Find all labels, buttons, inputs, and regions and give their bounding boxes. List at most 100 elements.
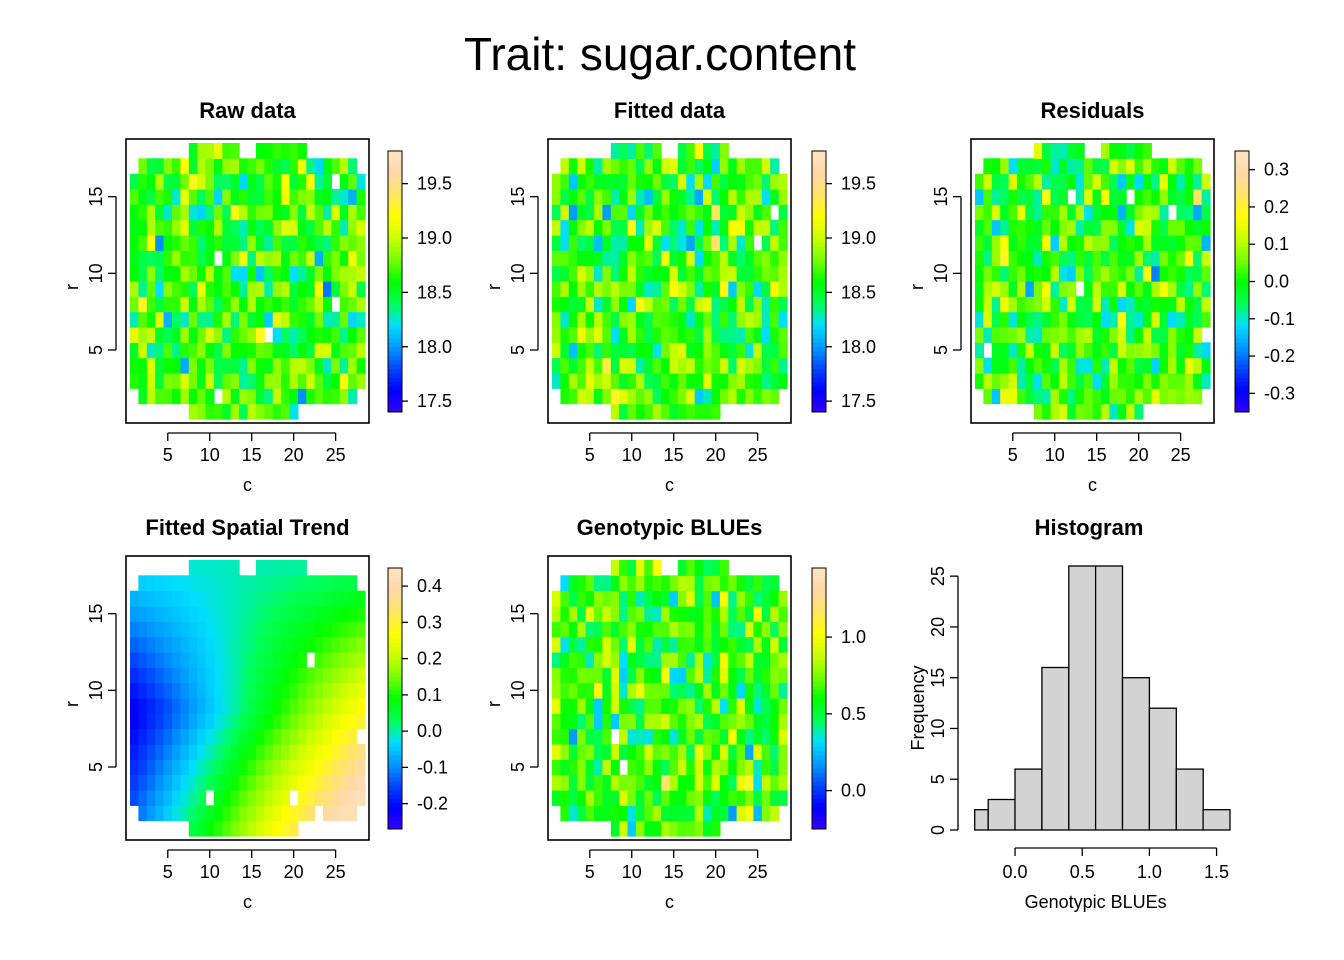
legend-swatch <box>1235 311 1249 317</box>
heatmap-cell <box>1042 357 1052 374</box>
heatmap-cell <box>163 342 173 359</box>
heatmap-cell <box>348 296 358 313</box>
heatmap-cell <box>1176 189 1186 205</box>
heatmap-cell <box>770 667 780 684</box>
heatmap-cell <box>180 342 190 359</box>
heatmap-cell <box>610 744 620 760</box>
heatmap-cell <box>644 204 654 221</box>
heatmap-cell <box>314 158 324 175</box>
heatmap-cell <box>745 158 754 175</box>
x-tick-label: 5 <box>585 862 595 882</box>
heatmap-cell <box>585 173 595 190</box>
heatmap-cell <box>146 357 156 374</box>
heatmap-cell <box>778 621 788 638</box>
heatmap-cell <box>644 403 654 420</box>
heatmap-cell <box>711 327 721 343</box>
heatmap-cell <box>188 560 198 576</box>
y-tick-label: 5 <box>931 345 951 355</box>
heatmap-cell <box>230 357 240 374</box>
heatmap-cell <box>205 189 215 205</box>
heatmap-cells <box>130 143 366 420</box>
heatmap-cell <box>991 235 1001 251</box>
legend-swatch <box>1235 238 1249 243</box>
heatmap-cell <box>652 342 662 359</box>
heatmap-cell <box>1151 189 1161 205</box>
heatmap-cell <box>568 311 578 328</box>
heatmap-cell <box>719 296 729 313</box>
heatmap-cell <box>247 235 257 251</box>
heatmap-cell <box>711 667 721 684</box>
heatmap-cell <box>694 820 704 837</box>
heatmap-cell <box>719 652 729 668</box>
heatmap-cell <box>983 296 993 313</box>
heatmap-cell <box>686 636 696 653</box>
heatmap-cell <box>239 575 249 592</box>
heatmap-cell <box>155 805 165 822</box>
heatmap-cell <box>1008 281 1018 297</box>
heatmap-cell <box>1092 281 1102 297</box>
heatmap-cell <box>619 790 629 806</box>
heatmap-cell <box>1008 327 1018 343</box>
heatmap-cell <box>1201 189 1211 205</box>
heatmap-cell <box>577 744 587 760</box>
heatmap-cell <box>306 790 316 806</box>
heatmap-cell <box>602 204 612 221</box>
legend-swatch <box>812 259 826 265</box>
heatmap-cell <box>1075 403 1085 420</box>
heatmap-cell <box>778 235 788 251</box>
heatmap-cell <box>728 388 738 405</box>
heatmap-cell <box>222 667 232 684</box>
heatmap-cell <box>213 403 223 420</box>
heatmap-cell <box>661 713 671 730</box>
legend-swatch <box>1235 316 1249 322</box>
heatmap-cell <box>1084 403 1094 420</box>
heatmap-cell <box>1033 403 1043 420</box>
heatmap-cell <box>213 173 223 190</box>
heatmap-cell <box>560 311 570 328</box>
heatmap-cell <box>661 296 671 313</box>
heatmap-cell <box>1050 219 1060 236</box>
heatmap-cell <box>594 590 603 607</box>
heatmap-cell <box>255 219 265 236</box>
heatmap-cell <box>619 590 629 607</box>
heatmap-cell <box>635 265 645 282</box>
heatmap-cell <box>155 621 165 638</box>
heatmap-cell <box>652 158 662 175</box>
heatmap-cell <box>1100 189 1110 205</box>
heatmap-cell <box>247 219 257 236</box>
heatmap-cell <box>560 682 570 699</box>
heatmap-cell <box>323 728 332 745</box>
legend-swatch <box>388 351 402 356</box>
legend-swatch <box>812 329 826 335</box>
heatmap-cell <box>686 281 696 297</box>
histogram-bars <box>974 565 1231 831</box>
heatmap-cell <box>297 219 307 236</box>
heatmap-cell <box>264 667 274 684</box>
heatmap-cell <box>560 342 570 359</box>
heatmap-cell <box>1000 250 1010 267</box>
heatmap-cell <box>669 342 679 359</box>
heatmap-cell <box>247 204 257 221</box>
heatmap-cell <box>610 403 620 420</box>
histogram-bar <box>987 798 1016 831</box>
legend-swatch <box>388 702 402 708</box>
heatmap-cell <box>585 373 595 389</box>
heatmap-cell <box>1117 250 1127 267</box>
heatmap-cell <box>686 682 696 699</box>
heatmap-cell <box>1075 235 1085 251</box>
heatmap-cell <box>255 728 265 745</box>
legend-swatch <box>1235 294 1249 300</box>
x-tick-label: 20 <box>706 445 726 465</box>
heatmap-cell <box>1084 265 1094 282</box>
heatmap-cell <box>146 759 156 776</box>
heatmap-cell <box>728 327 738 343</box>
heatmap-cell <box>736 357 746 374</box>
heatmap-cell <box>694 189 704 205</box>
heatmap-cell <box>560 219 570 236</box>
plot-frame <box>547 138 792 424</box>
heatmap-cell <box>610 357 620 374</box>
legend-swatch <box>1235 355 1249 361</box>
heatmap-cell <box>1033 143 1043 159</box>
heatmap-cell <box>1193 296 1203 313</box>
heatmap-cell <box>694 575 704 592</box>
